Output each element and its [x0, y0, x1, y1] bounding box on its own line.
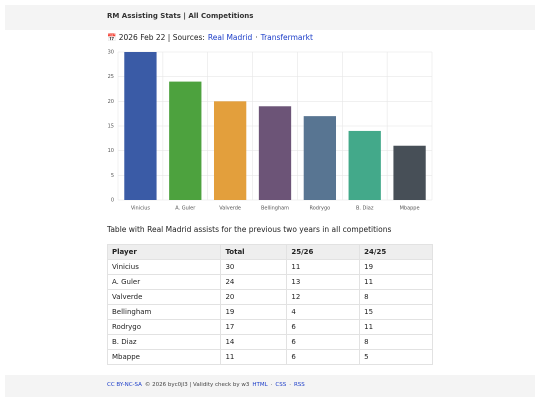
- column-header: 24/25: [359, 244, 433, 260]
- bar: [348, 130, 381, 200]
- table-cell: A. Guler: [106, 274, 222, 290]
- y-tick-label: 0: [111, 198, 114, 204]
- footer-text: CC BY-NC-SA © 2026 byc0jl3 | Validity che…: [107, 382, 308, 388]
- table-cell: 6: [286, 349, 361, 365]
- table-cell: 6: [286, 334, 361, 350]
- table-cell: 8: [359, 289, 433, 305]
- table-cell: 11: [359, 319, 433, 335]
- bar: [258, 106, 292, 200]
- footer: [5, 375, 535, 397]
- y-tick-label: 20: [108, 99, 114, 105]
- y-tick-label: 25: [108, 74, 114, 80]
- table-cell: 14: [220, 334, 288, 350]
- table-cell: 11: [359, 274, 433, 290]
- x-tick-label: Mbappe: [400, 206, 420, 212]
- text: ·: [270, 382, 273, 388]
- x-tick-label: A. Guler: [175, 206, 196, 212]
- bar: [303, 116, 337, 200]
- table-cell: 19: [359, 259, 433, 275]
- table-row: Mbappe 11 6 5: [106, 349, 433, 365]
- table-cell: Vinicius: [106, 259, 222, 275]
- table-row: Rodrygo 17 6 11: [106, 319, 433, 335]
- y-tick-label: 10: [108, 148, 114, 154]
- link[interactable]: Real Madrid: [207, 33, 253, 42]
- table-cell: 15: [359, 304, 433, 320]
- text: 📅 2026 Feb 22 | Sources:: [107, 33, 205, 42]
- table-cell: Valverde: [106, 289, 222, 305]
- table-row: B. Diaz 14 6 8: [106, 334, 433, 350]
- y-tick-label: 30: [108, 50, 114, 56]
- table-row: Vinicius 30 11 19: [106, 259, 433, 275]
- bar: [124, 52, 157, 200]
- link[interactable]: Transfermarkt: [260, 33, 313, 42]
- meta-line: 📅 2026 Feb 22 | Sources: Real Madrid · Tran…: [107, 33, 316, 42]
- text: ·: [255, 33, 258, 42]
- x-tick-label: Valverde: [219, 206, 241, 212]
- table-cell: 11: [220, 349, 288, 365]
- table-cell: 12: [286, 289, 361, 305]
- x-tick-label: Vinicius: [131, 206, 151, 212]
- link[interactable]: CC BY-NC-SA: [107, 382, 142, 388]
- x-tick-label: Rodrygo: [309, 206, 330, 212]
- table-row: Bellingham 19 4 15: [106, 304, 433, 320]
- x-tick-label: B. Diaz: [356, 206, 374, 212]
- column-header: Player: [106, 244, 222, 260]
- table-cell: B. Diaz: [106, 334, 222, 350]
- header: RM Assisting Stats | All Competitions: [5, 5, 535, 30]
- y-tick-label: 5: [111, 173, 114, 179]
- caption: Table with Real Madrid assists for the p…: [107, 225, 392, 234]
- table-cell: 4: [286, 304, 361, 320]
- y-tick-label: 15: [108, 124, 114, 130]
- table-cell: 17: [220, 319, 288, 335]
- table-cell: 20: [220, 289, 288, 305]
- text: ·: [289, 382, 291, 388]
- table-cell: 6: [286, 319, 361, 335]
- table-cell: 24: [220, 274, 288, 290]
- table-cell: Mbappe: [106, 349, 222, 365]
- chart: 0 5 10 15 20 25 30 Vinicius A. Guler Valverde Bell…: [108, 50, 433, 212]
- table-row: Valverde 20 12 8: [106, 289, 433, 305]
- table-cell: Bellingham: [106, 304, 222, 320]
- link[interactable]: CSS: [275, 382, 287, 388]
- table-cell: 13: [286, 274, 361, 290]
- text: © 2026 byc0jl3 | Validity check by w3: [144, 382, 250, 388]
- column-header: Total: [220, 244, 288, 260]
- bar: [393, 145, 426, 200]
- bar: [169, 81, 202, 200]
- table-cell: Rodrygo: [106, 319, 222, 335]
- table-row: A. Guler 24 13 11: [106, 274, 433, 290]
- column-header: 25/26: [286, 244, 361, 260]
- link[interactable]: RSS: [293, 382, 305, 388]
- link[interactable]: HTML: [252, 382, 268, 388]
- table-header: Player Total 25/26 24/25: [106, 244, 433, 260]
- table-cell: 19: [220, 304, 288, 320]
- bar: [213, 101, 247, 200]
- header-title: RM Assisting Stats | All Competitions: [107, 12, 254, 20]
- table-cell: 11: [286, 259, 361, 275]
- table: Player Total 25/26 24/25 Vinicius 30 11 19 A. Gu…: [106, 244, 433, 365]
- table-cell: 5: [359, 349, 433, 365]
- table-cell: 8: [359, 334, 433, 350]
- x-tick-label: Bellingham: [261, 206, 289, 212]
- table-cell: 30: [220, 259, 288, 275]
